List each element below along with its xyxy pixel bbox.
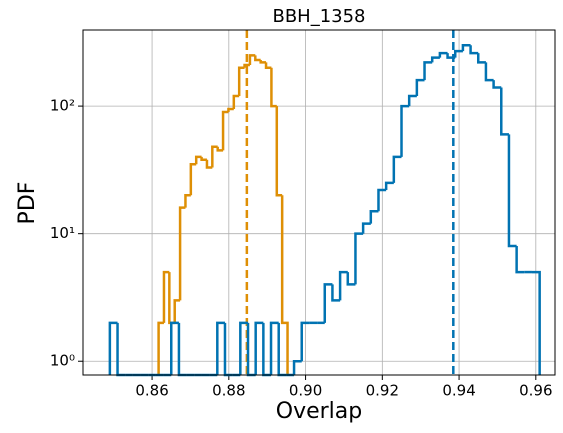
histogram-bin [116,322,126,377]
histogram-bin [227,107,234,112]
histogram-bin [507,134,517,248]
histogram-bin [392,155,402,183]
histogram-bin [254,55,261,62]
histogram-bin [162,270,170,323]
histogram-bin [194,155,202,165]
histogram-bin [232,94,240,109]
histogram-bin [300,321,310,362]
histogram-bin [323,283,333,323]
x-axis-label: Overlap [276,399,362,424]
histogram-bin [277,322,287,377]
histogram-bin [400,104,410,157]
histogram-bin [477,53,486,64]
x-tick-label: 0.96 [519,382,552,400]
x-tick-label: 0.92 [366,382,399,400]
x-tick-label: 0.88 [212,382,245,400]
histogram-bin [275,106,283,197]
histogram-bin [280,195,289,375]
chart-title: BBH_1358 [272,6,365,27]
histogram-bin [243,63,250,68]
histogram-bin [354,232,364,285]
x-tick-label: 0.90 [289,382,322,400]
histogram-bin [338,270,348,301]
histogram-bin [423,61,433,81]
y-tick-label: 10⁰ [50,352,75,370]
histogram-bin [170,321,179,375]
histogram-bin [108,321,118,375]
histogram-bin [492,80,502,89]
histogram-bin [264,62,272,69]
histogram-bin [438,51,448,58]
histogram-bin [211,145,218,168]
histogram-bin [346,272,356,286]
histogram-bin [184,194,191,208]
histogram-bin [331,284,341,302]
plot-frame [82,29,556,376]
histogram-bin [205,159,213,169]
histogram-bin [239,321,249,375]
histogram-bin [361,222,371,234]
histogram-bin [461,43,471,52]
histogram-bin [515,246,525,274]
histogram-bin [407,94,417,107]
histogram-bin [178,206,186,301]
histogram-bin [200,156,207,161]
histogram-bin [177,322,187,377]
histogram-bin [531,270,541,375]
y-axis-label: PDF [15,182,40,225]
histogram-bin [415,78,425,97]
histogram-bin [430,56,440,63]
histogram-bin [173,299,181,323]
histogram-bin [384,181,394,190]
histogram-bin [500,87,509,136]
histogram-bin [469,45,479,55]
histogram-bin [157,321,164,375]
histogram-bin [189,163,197,196]
histogram-bin [237,66,245,97]
y-tick-label: 10¹ [50,224,75,242]
histogram-bin [369,209,379,224]
histogram-bin [484,62,494,82]
histogram-bin [216,321,225,375]
histogram-bin [216,146,224,152]
histogram-bin [269,321,279,375]
histogram-bin [259,59,267,64]
histogram-bin [221,110,229,151]
histogram-bin [453,49,463,58]
x-tick-label: 0.86 [135,382,168,400]
histogram-bin [248,54,256,66]
histogram-bin [270,67,277,108]
y-tick-label: 10² [50,97,75,115]
histogram-bin [292,359,302,375]
x-tick-label: 0.94 [442,382,475,400]
histogram-bin [377,188,387,212]
histogram-bin [254,321,264,375]
